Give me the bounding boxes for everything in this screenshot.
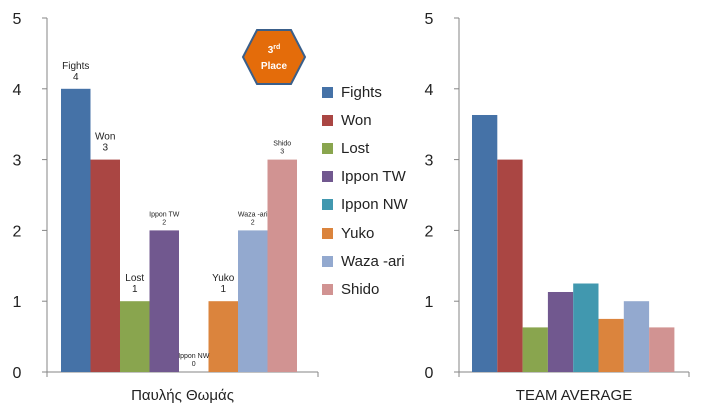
bar-yuko — [598, 318, 624, 372]
legend-label: Lost — [341, 139, 370, 157]
legend-swatch — [322, 227, 333, 239]
bar-shido — [649, 327, 675, 372]
data-label-name: Won — [95, 132, 115, 143]
badge-rank-suffix: rd — [273, 44, 280, 51]
badge-rank-number: 3 — [268, 45, 274, 56]
legend-swatch — [322, 199, 333, 211]
bar-waza-ari — [623, 301, 650, 372]
data-label-value: 3 — [102, 143, 108, 154]
legend-item: Lost — [322, 134, 408, 162]
legend-swatch — [322, 255, 333, 267]
team-average-chart: 0 1 2 3 4 5 TEAM AVERAGE — [425, 11, 690, 404]
data-label-name: Ippon NW — [178, 353, 210, 360]
data-label-name: Lost — [125, 273, 144, 284]
y-tick-label: 5 — [13, 11, 22, 28]
x-axis-title: Παυλής Θωμάς — [131, 387, 234, 404]
legend-label: Shido — [341, 280, 380, 298]
legend-label: Ippon TW — [341, 168, 406, 186]
legend-item: Waza -ari — [322, 247, 408, 275]
third-place-badge: 3rd Place — [241, 29, 307, 85]
bar-waza-ari — [238, 230, 268, 372]
data-label-name: Ippon TW — [149, 211, 180, 218]
y-tick-label: 1 — [425, 294, 434, 311]
y-tick-label: 0 — [13, 365, 22, 382]
bar-fights — [61, 88, 91, 373]
badge-hexagon — [241, 29, 307, 85]
bar-yuko — [208, 301, 238, 372]
bar-lost — [120, 301, 150, 372]
data-label-value: 3 — [280, 149, 284, 156]
y-tick-label: 1 — [13, 294, 22, 311]
data-label-value: 2 — [162, 219, 166, 226]
legend-swatch — [322, 142, 333, 154]
y-tick-label: 2 — [425, 223, 434, 240]
legend-item: Ippon TW — [322, 163, 408, 191]
legend-label: Won — [341, 111, 372, 129]
bar-ippon-tw — [547, 291, 574, 372]
y-tick-label: 5 — [425, 11, 434, 28]
legend-swatch — [322, 114, 333, 126]
legend-item: Shido — [322, 275, 408, 303]
badge-place: Place — [261, 61, 288, 72]
data-label-name: Shido — [273, 141, 291, 148]
bar-ippon-tw — [149, 230, 179, 372]
data-label-value: 2 — [251, 219, 255, 226]
y-tick-label: 2 — [13, 223, 22, 240]
data-label-value: 1 — [132, 284, 138, 295]
y-tick-label: 3 — [425, 153, 434, 170]
legend-item: Fights — [322, 78, 408, 106]
legend-label: Yuko — [341, 224, 375, 242]
data-label-name: Yuko — [212, 273, 235, 284]
bar-ippon-nw — [573, 283, 599, 372]
legend-item: Yuko — [322, 219, 408, 247]
legend-label: Ippon NW — [341, 196, 408, 214]
legend-item: Won — [322, 106, 408, 134]
data-label-value: 0 — [192, 361, 196, 368]
y-tick-label: 0 — [425, 365, 434, 382]
y-tick-label: 4 — [13, 82, 22, 99]
legend-label: Waza -ari — [341, 252, 405, 270]
data-label-value: 1 — [220, 284, 226, 295]
data-label-name: Waza -ari — [238, 211, 268, 218]
badge-rank: 3rd — [268, 44, 281, 56]
bar-fights — [472, 114, 498, 372]
bar-lost — [522, 327, 548, 372]
y-tick-label: 4 — [425, 82, 434, 99]
data-label-name: Fights — [62, 61, 89, 72]
bar-won — [497, 159, 523, 372]
legend-swatch — [322, 283, 333, 295]
bar-won — [90, 159, 120, 372]
legend: Fights Won Lost Ippon TW Ippon NW Yuko Waza -a… — [322, 78, 408, 304]
y-tick-label: 3 — [13, 153, 22, 170]
legend-label: Fights — [341, 83, 382, 101]
legend-swatch — [322, 86, 333, 98]
data-label-value: 4 — [73, 72, 79, 83]
legend-item: Ippon NW — [322, 191, 408, 219]
bar-shido — [267, 159, 297, 372]
legend-swatch — [322, 171, 333, 183]
x-axis-title: TEAM AVERAGE — [516, 387, 632, 404]
